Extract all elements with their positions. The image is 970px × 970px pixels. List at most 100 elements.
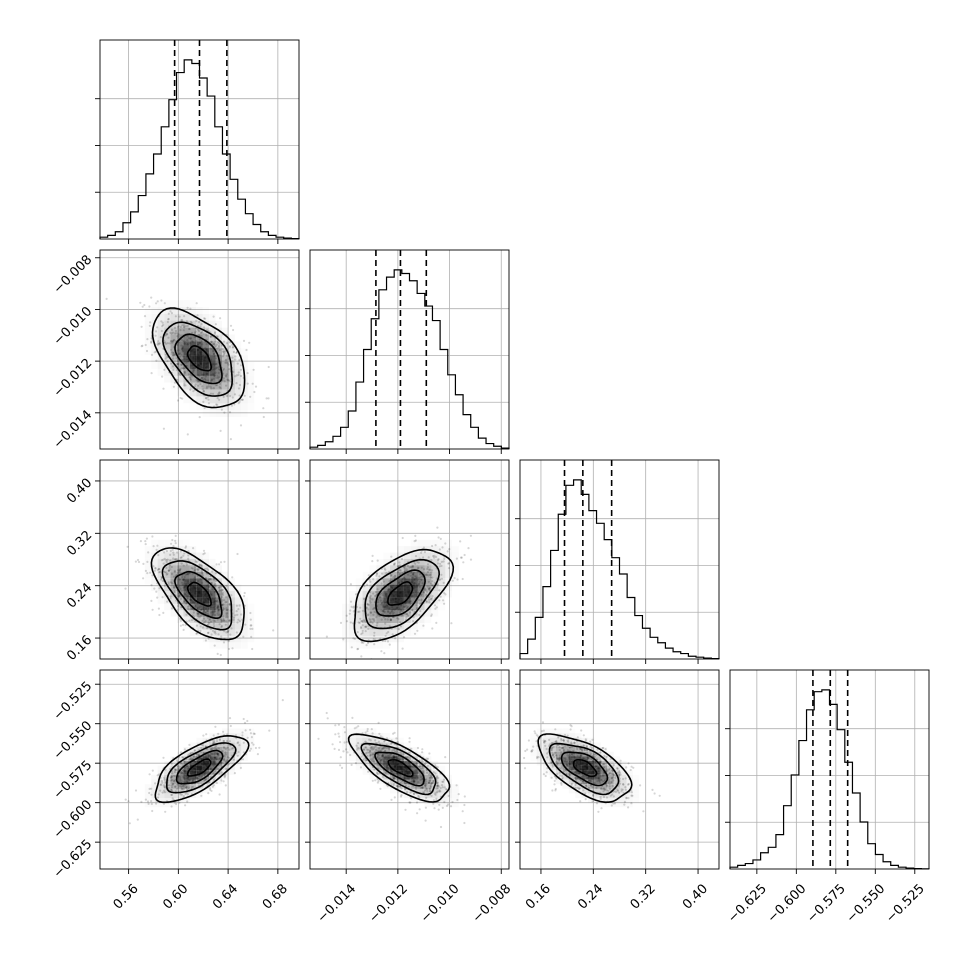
sample-point bbox=[428, 586, 431, 589]
sample-point bbox=[333, 747, 336, 751]
density-cell bbox=[383, 765, 391, 771]
sample-point bbox=[411, 609, 414, 612]
sample-point bbox=[368, 578, 371, 581]
sample-point bbox=[207, 753, 210, 756]
sample-point bbox=[364, 746, 367, 749]
sample-point bbox=[205, 778, 208, 781]
sample-point bbox=[170, 565, 173, 569]
density-cell bbox=[229, 729, 235, 734]
sample-point bbox=[206, 396, 209, 399]
density-cell bbox=[209, 779, 216, 785]
sample-point bbox=[224, 601, 227, 604]
density-cell bbox=[403, 591, 411, 598]
sample-point bbox=[216, 752, 219, 755]
sample-point bbox=[188, 328, 191, 331]
sample-point bbox=[240, 368, 243, 371]
density-cell bbox=[452, 578, 459, 584]
sample-point bbox=[600, 788, 603, 791]
sample-point bbox=[205, 754, 208, 757]
sample-point bbox=[372, 755, 375, 759]
sample-point bbox=[172, 385, 175, 388]
sample-point bbox=[252, 732, 255, 735]
sample-point bbox=[163, 551, 166, 554]
density-cell bbox=[403, 571, 411, 579]
density-cell bbox=[383, 761, 391, 766]
sample-point bbox=[405, 616, 408, 619]
sample-point bbox=[227, 763, 230, 766]
sample-point bbox=[157, 554, 160, 557]
sample-point bbox=[630, 765, 633, 768]
density-cell bbox=[164, 765, 171, 771]
sample-point bbox=[435, 606, 438, 609]
density-cell bbox=[222, 362, 229, 369]
density-cell bbox=[177, 793, 184, 799]
sample-point bbox=[392, 784, 395, 787]
density-cell bbox=[410, 793, 418, 799]
sample-point bbox=[248, 341, 251, 344]
sample-point bbox=[182, 564, 185, 567]
sample-point bbox=[414, 562, 417, 566]
sample-point bbox=[241, 758, 245, 761]
sample-point bbox=[409, 565, 413, 569]
density-cell bbox=[170, 307, 177, 314]
density-cell bbox=[369, 747, 377, 752]
density-cell bbox=[222, 747, 229, 752]
sample-point bbox=[371, 759, 374, 762]
sample-point bbox=[408, 801, 411, 804]
density-cell bbox=[145, 348, 151, 355]
sample-point bbox=[428, 776, 431, 780]
sample-point bbox=[367, 603, 370, 607]
sample-point bbox=[250, 741, 254, 744]
density-cell bbox=[151, 585, 157, 591]
sample-point bbox=[181, 771, 184, 774]
density-cell bbox=[362, 751, 370, 757]
sample-point bbox=[228, 717, 232, 720]
sample-point bbox=[419, 610, 422, 613]
sample-point bbox=[408, 737, 411, 740]
sample-point bbox=[579, 800, 582, 803]
density-cell bbox=[209, 375, 216, 383]
density-cell bbox=[369, 603, 377, 611]
sample-point bbox=[226, 395, 229, 398]
panel-frame bbox=[729, 669, 930, 870]
sample-point bbox=[156, 568, 159, 572]
sample-point bbox=[406, 605, 409, 608]
sample-point bbox=[232, 618, 235, 621]
sample-point bbox=[150, 787, 153, 790]
sample-point bbox=[250, 736, 253, 739]
sample-point bbox=[213, 747, 216, 750]
sample-point bbox=[434, 793, 437, 796]
sample-point bbox=[334, 733, 337, 736]
sample-point bbox=[381, 592, 384, 595]
density-cell bbox=[189, 558, 197, 566]
contour-level-1 bbox=[174, 570, 223, 619]
density-cell bbox=[202, 761, 210, 766]
density-cell bbox=[157, 341, 164, 349]
sample-point bbox=[222, 740, 226, 743]
sample-point bbox=[569, 746, 572, 749]
density-cell bbox=[209, 403, 216, 411]
density-cell bbox=[151, 780, 157, 785]
density-cell bbox=[235, 403, 241, 410]
sample-point bbox=[214, 323, 217, 326]
sample-point bbox=[171, 339, 174, 342]
density-cell bbox=[202, 578, 210, 585]
density-cell bbox=[376, 584, 384, 591]
sample-point bbox=[142, 562, 145, 566]
sample-point bbox=[552, 755, 556, 759]
sample-point bbox=[573, 741, 576, 744]
sample-point bbox=[447, 567, 451, 570]
density-cell bbox=[177, 761, 184, 766]
sample-point bbox=[358, 621, 361, 625]
sample-point bbox=[165, 355, 168, 358]
sample-point bbox=[189, 388, 192, 391]
sample-point bbox=[210, 789, 213, 793]
sample-point bbox=[440, 577, 443, 580]
sample-point bbox=[206, 748, 209, 751]
sample-point bbox=[147, 802, 150, 806]
density-cell bbox=[438, 540, 445, 546]
density-cell bbox=[215, 389, 222, 397]
sample-point bbox=[198, 563, 201, 566]
sample-point bbox=[371, 598, 374, 601]
sample-point bbox=[394, 574, 397, 577]
